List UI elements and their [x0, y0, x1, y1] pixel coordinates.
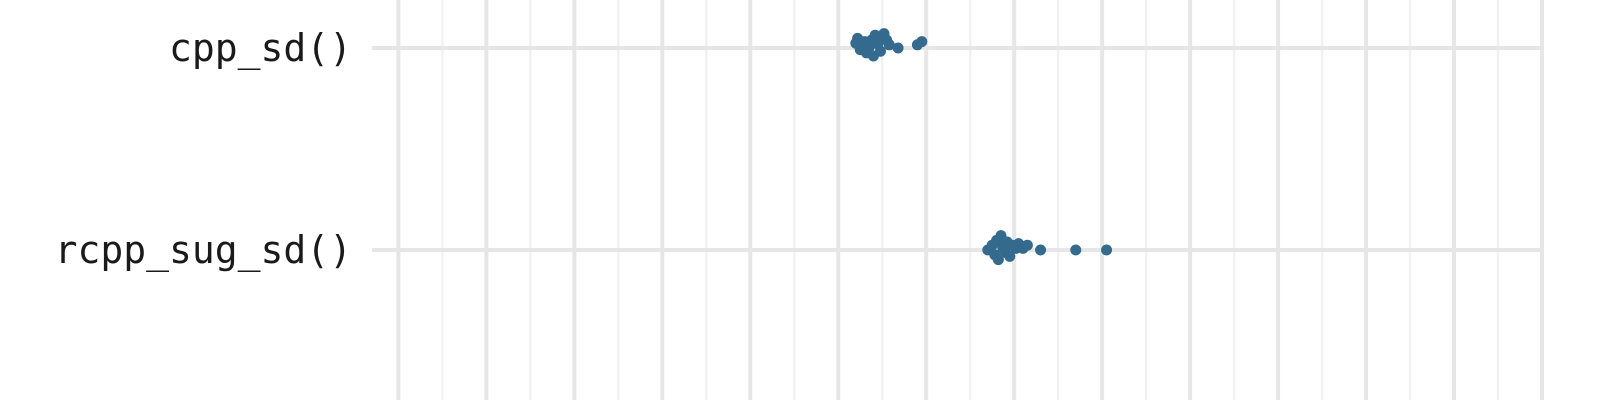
y-tick-labels: cpp_sd() rcpp_sug_sd() [55, 26, 352, 273]
y-tick-label: cpp_sd() [169, 26, 352, 71]
y-tick-label: rcpp_sug_sd() [55, 228, 352, 273]
data-point [1035, 244, 1047, 256]
data-point [1101, 244, 1113, 256]
data-point [1070, 244, 1082, 256]
data-point [874, 45, 886, 57]
data-point [916, 36, 928, 48]
data-point [1004, 250, 1016, 262]
data-point [883, 39, 895, 51]
data-point [1021, 239, 1033, 251]
data-point [992, 254, 1004, 266]
data-point [892, 42, 904, 54]
grid [372, 0, 1544, 400]
data-points [850, 28, 1113, 266]
